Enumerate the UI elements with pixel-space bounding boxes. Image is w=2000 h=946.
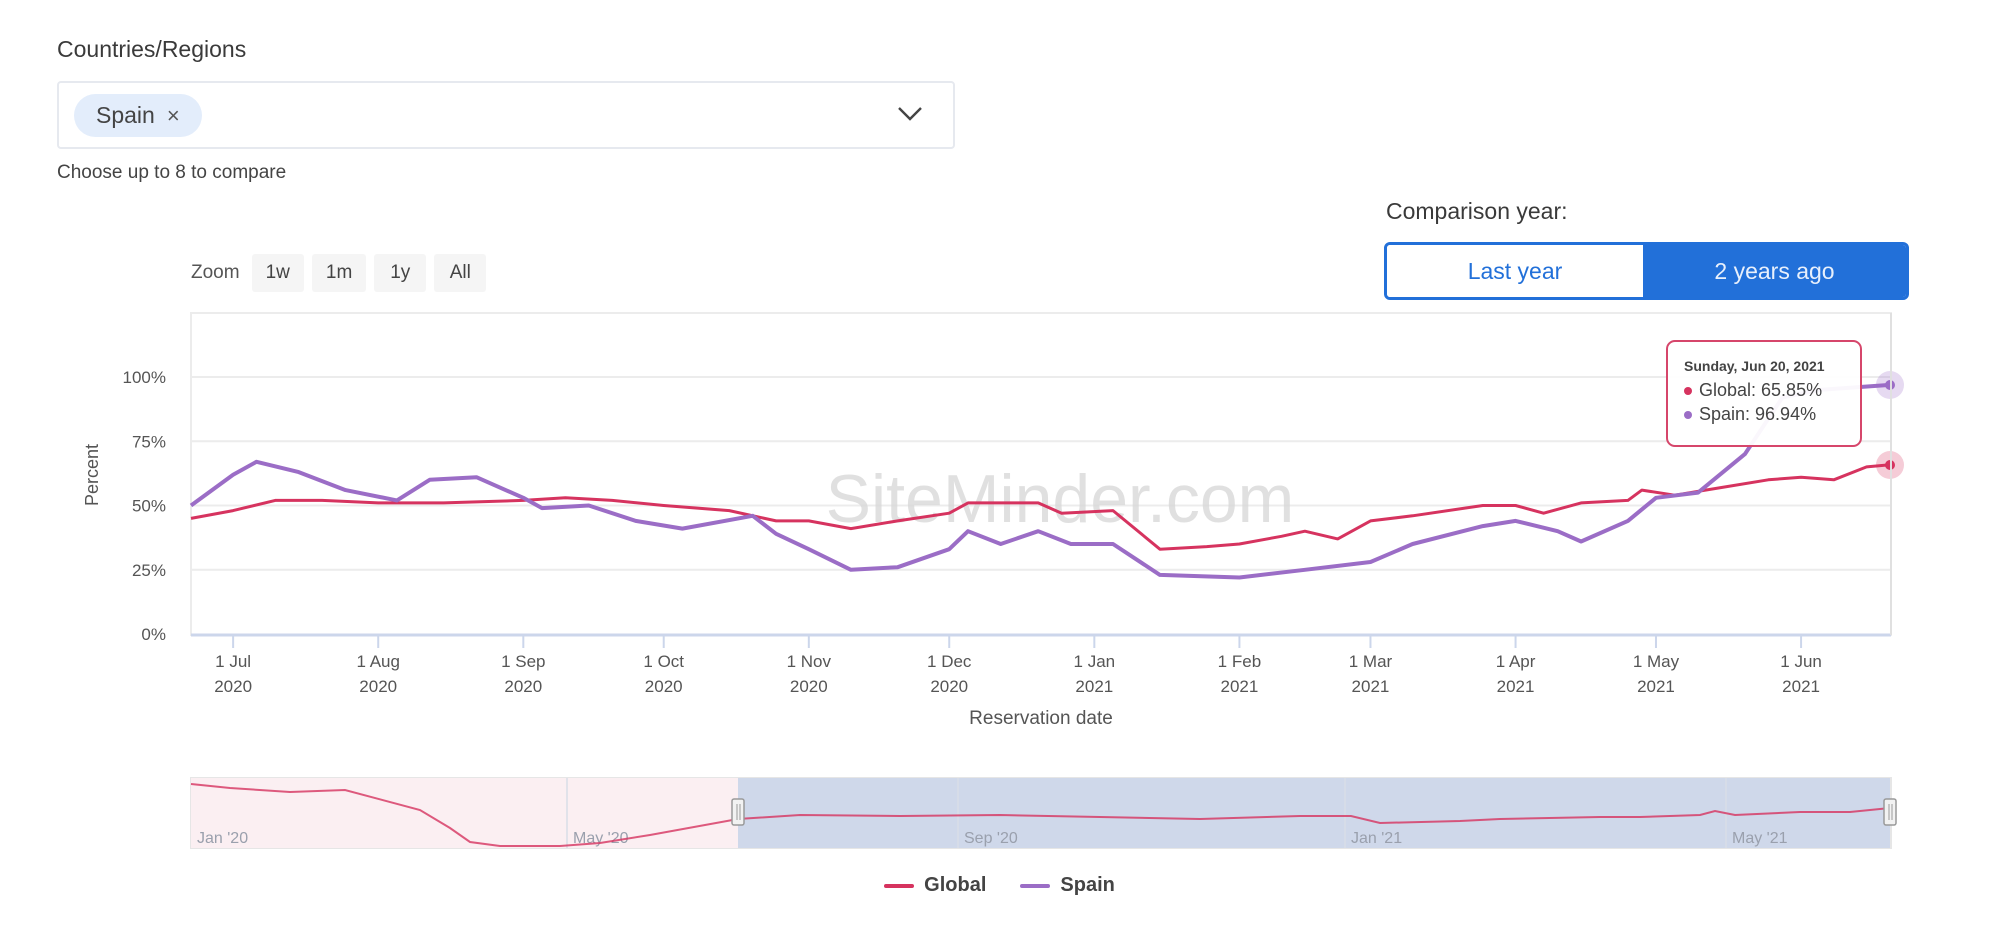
navigator[interactable]: Jan '20 May '20 Sep '20 Jan '21 May '21 <box>190 777 1897 849</box>
x-tick-month: 1 Aug <box>356 652 400 671</box>
x-tick-month: 1 Dec <box>927 652 972 671</box>
y-axis-ticks: 0% 25% 50% 75% 100% <box>123 368 166 644</box>
chart-tooltip: Sunday, Jun 20, 2021 Global: 65.85% Spai… <box>1666 340 1862 447</box>
navigator-label: Jan '20 <box>197 830 248 847</box>
x-tick-month: 1 Jun <box>1780 652 1822 671</box>
two-years-ago-button[interactable]: 2 years ago <box>1643 245 1906 297</box>
navigator-right-handle[interactable] <box>1883 798 1897 826</box>
x-tick-year: 2021 <box>1352 677 1390 696</box>
navigator-left-handle[interactable] <box>731 798 745 826</box>
global-series-line <box>190 463 1891 551</box>
spain-line-icon <box>1020 883 1051 888</box>
x-tick-year: 2021 <box>1637 677 1675 696</box>
navigator-label: Jan '21 <box>1351 830 1402 847</box>
y-tick-label: 50% <box>132 497 166 516</box>
tooltip-global-row: Global: 65.85% <box>1684 378 1860 402</box>
zoom-1y-button[interactable]: 1y <box>374 254 427 292</box>
x-tick-month: 1 Mar <box>1349 652 1393 671</box>
tooltip-date: Sunday, Jun 20, 2021 <box>1684 358 1825 374</box>
y-tick-label: 0% <box>141 625 166 644</box>
y-tick-label: 75% <box>132 432 166 451</box>
x-tick-year: 2020 <box>214 677 252 696</box>
watermark: SiteMinder.com <box>826 461 1295 537</box>
chevron-down-icon[interactable] <box>897 103 923 123</box>
tooltip-global-value: Global: 65.85% <box>1699 380 1823 400</box>
legend-item-spain[interactable]: Spain <box>1020 874 1115 897</box>
x-tick-year: 2021 <box>1075 677 1113 696</box>
navigator-label: Sep '20 <box>964 830 1018 847</box>
x-tick-year: 2020 <box>359 677 397 696</box>
zoom-1m-button[interactable]: 1m <box>311 254 367 292</box>
x-tick-month: 1 Nov <box>787 652 832 671</box>
zoom-1w-button[interactable]: 1w <box>251 254 304 292</box>
legend-spain-label: Spain <box>1060 874 1115 896</box>
remove-chip-icon[interactable]: × <box>166 102 180 128</box>
zoom-all-button[interactable]: All <box>434 254 487 292</box>
x-tick-year: 2021 <box>1497 677 1535 696</box>
x-tick-month: 1 Apr <box>1496 652 1536 671</box>
countries-dropdown[interactable]: Spain × <box>57 81 955 149</box>
spain-dot-icon <box>1684 411 1692 420</box>
countries-label: Countries/Regions <box>57 36 247 62</box>
chart-legend: Global Spain <box>0 874 2000 897</box>
legend-item-global[interactable]: Global <box>884 874 986 897</box>
x-tick-year: 2021 <box>1221 677 1259 696</box>
legend-global-label: Global <box>924 874 987 896</box>
x-axis-title: Reservation date <box>969 708 1113 729</box>
selected-country-chip[interactable]: Spain × <box>74 94 202 137</box>
selection-hint: Choose up to 8 to compare <box>57 162 287 183</box>
x-axis-ticks: 1 Jul 2020 1 Aug 2020 1 Sep 2020 1 Oct 2020 1 No… <box>214 636 1822 696</box>
x-tick-year: 2020 <box>790 677 828 696</box>
navigator-series <box>190 783 1891 847</box>
x-tick-month: 1 Oct <box>643 652 684 671</box>
x-tick-month: 1 Jul <box>215 652 251 671</box>
global-line-icon <box>884 883 915 888</box>
zoom-label: Zoom <box>191 262 240 283</box>
spain-series-line <box>189 382 1891 580</box>
x-tick-year: 2021 <box>1782 677 1820 696</box>
chip-label: Spain <box>96 102 155 128</box>
navigator-selection[interactable] <box>738 778 1890 848</box>
navigator-gridlines: Jan '20 May '20 Sep '20 Jan '21 May '21 <box>197 778 1788 848</box>
x-tick-year: 2020 <box>645 677 683 696</box>
y-tick-label: 100% <box>123 368 166 387</box>
navigator-label: May '20 <box>573 830 629 847</box>
x-tick-year: 2020 <box>930 677 968 696</box>
zoom-controls: Zoom 1w 1m 1y All <box>191 254 487 292</box>
y-tick-label: 25% <box>132 561 166 580</box>
x-tick-month: 1 Jan <box>1074 652 1116 671</box>
tooltip-spain-value: Spain: 96.94% <box>1699 404 1817 424</box>
last-year-button[interactable]: Last year <box>1387 245 1643 297</box>
y-axis-title: Percent <box>82 444 102 506</box>
tooltip-spain-row: Spain: 96.94% <box>1684 402 1860 426</box>
x-tick-month: 1 May <box>1633 652 1680 671</box>
series-lines <box>189 382 1891 580</box>
comparison-year-toggle[interactable]: Last year 2 years ago <box>1384 242 1909 300</box>
x-tick-month: 1 Feb <box>1218 652 1261 671</box>
navigator-label: May '21 <box>1732 830 1788 847</box>
global-dot-icon <box>1684 387 1692 396</box>
comparison-year-label: Comparison year: <box>1386 198 1568 224</box>
x-tick-year: 2020 <box>504 677 542 696</box>
x-tick-month: 1 Sep <box>501 652 545 671</box>
